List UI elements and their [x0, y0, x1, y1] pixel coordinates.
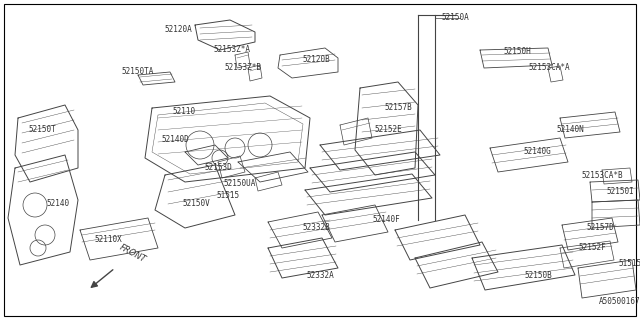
Text: 52150I: 52150I	[606, 188, 634, 196]
Text: 52110: 52110	[172, 108, 196, 116]
Text: 52152F: 52152F	[578, 244, 606, 252]
Text: 52140N: 52140N	[556, 125, 584, 134]
Text: 52332B: 52332B	[302, 223, 330, 233]
Text: 51515A: 51515A	[618, 260, 640, 268]
Text: 52150H: 52150H	[503, 47, 531, 57]
Text: 52153Z*B: 52153Z*B	[225, 63, 262, 73]
Text: 52153CA*A: 52153CA*A	[528, 63, 570, 73]
Text: 52140D: 52140D	[161, 135, 189, 145]
Text: 52152E: 52152E	[374, 125, 402, 134]
Text: 52140: 52140	[47, 199, 70, 209]
Text: 52153D: 52153D	[204, 164, 232, 172]
Text: 52150A: 52150A	[441, 13, 469, 22]
Text: A505001674: A505001674	[599, 298, 640, 307]
Text: 52120A: 52120A	[164, 26, 192, 35]
Text: 52140F: 52140F	[372, 215, 400, 225]
Text: 52120B: 52120B	[302, 55, 330, 65]
Text: 52110X: 52110X	[94, 236, 122, 244]
Text: 52153CA*B: 52153CA*B	[581, 172, 623, 180]
Text: 51515: 51515	[216, 191, 239, 201]
Text: 52153Z*A: 52153Z*A	[214, 45, 250, 54]
Text: 52332A: 52332A	[306, 271, 334, 281]
Text: 52157D: 52157D	[586, 223, 614, 233]
Text: FRONT: FRONT	[118, 243, 148, 264]
Text: 52140G: 52140G	[523, 148, 551, 156]
Text: 52150TA: 52150TA	[122, 68, 154, 76]
Text: 52150UA: 52150UA	[224, 180, 256, 188]
Text: 52150V: 52150V	[182, 199, 210, 209]
Text: 52157B: 52157B	[384, 103, 412, 113]
Text: 52150B: 52150B	[524, 271, 552, 281]
Text: 52150T: 52150T	[28, 125, 56, 134]
